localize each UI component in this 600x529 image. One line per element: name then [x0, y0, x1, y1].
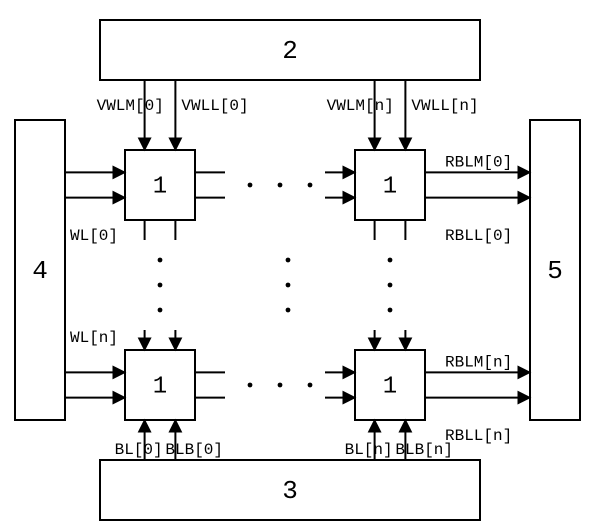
block-left-label: 4	[32, 256, 48, 286]
cell-top-right: 1	[355, 150, 425, 220]
cell-top-left: 1	[125, 150, 195, 220]
svg-text:VWLL[0]: VWLL[0]	[181, 97, 248, 115]
block-diagram: 2 3 4 5 1 1 1 1 VWLM[0] VWLL[0] VWLM[n] VWL…	[0, 0, 600, 529]
cell-label: 1	[383, 373, 397, 400]
svg-text:VWLM[0]: VWLM[0]	[97, 97, 164, 115]
svg-text:BL[0]: BL[0]	[115, 441, 163, 459]
cell-label: 1	[153, 373, 167, 400]
svg-text:BL[n]: BL[n]	[345, 441, 393, 459]
svg-text:BLB[0]: BLB[0]	[165, 441, 223, 459]
svg-text:RBLL[n]: RBLL[n]	[445, 427, 512, 445]
svg-text:WL[0]: WL[0]	[70, 227, 118, 245]
svg-text:RBLM[n]: RBLM[n]	[445, 353, 512, 371]
svg-text:VWLL[n]: VWLL[n]	[411, 97, 478, 115]
svg-text:RBLM[0]: RBLM[0]	[445, 153, 512, 171]
cell-label: 1	[153, 173, 167, 200]
cell-bottom-right: 1	[355, 350, 425, 420]
block-left: 4	[15, 120, 65, 420]
svg-text:WL[n]: WL[n]	[70, 329, 118, 347]
block-right: 5	[530, 120, 580, 420]
block-bottom-label: 3	[282, 476, 298, 506]
block-bottom: 3	[100, 460, 480, 520]
cell-label: 1	[383, 173, 397, 200]
block-right-label: 5	[547, 256, 563, 286]
svg-text:RBLL[0]: RBLL[0]	[445, 227, 512, 245]
block-top: 2	[100, 20, 480, 80]
svg-text:VWLM[n]: VWLM[n]	[327, 97, 394, 115]
block-top-label: 2	[282, 36, 298, 66]
cell-bottom-left: 1	[125, 350, 195, 420]
